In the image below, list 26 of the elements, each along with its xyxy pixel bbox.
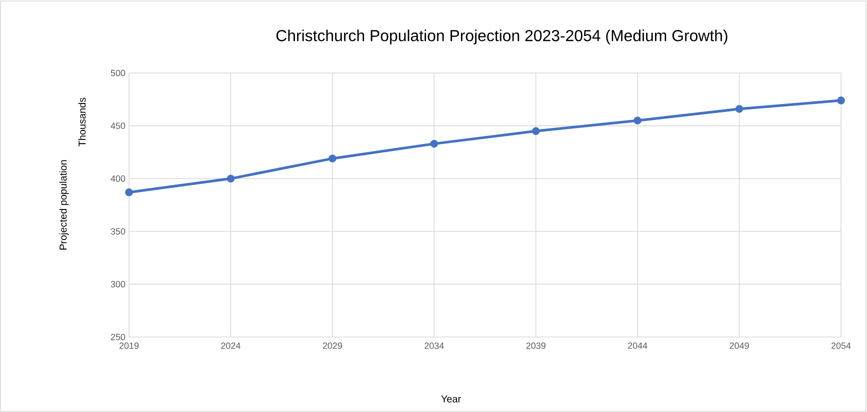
x-tick-label: 2054	[831, 342, 851, 349]
x-tick-label: 2049	[730, 342, 749, 349]
text: Thousands	[78, 98, 86, 146]
y-tick-label: 500	[110, 70, 126, 76]
x-tick-label: 2019	[119, 342, 139, 349]
point	[532, 127, 540, 135]
point	[430, 140, 438, 148]
x-tick-label: 2039	[526, 342, 546, 349]
y-tick-label: 400	[110, 175, 126, 182]
x-tick-label: 2044	[628, 342, 648, 349]
x-axis-title: Year	[441, 396, 461, 402]
point	[226, 174, 235, 182]
y-tick-label: 350	[110, 228, 126, 235]
point	[125, 188, 133, 196]
chart-title: Christchurch Population Projection 2023-2054 (Medium Growth)	[276, 30, 728, 44]
x-tick-label: 2034	[424, 342, 444, 349]
y-tick-label: 300	[110, 281, 126, 288]
point	[634, 116, 642, 124]
x-tick-label: 2029	[322, 342, 342, 349]
x-tick-label: 2024	[221, 342, 240, 349]
y-axis-title: Projected population	[59, 160, 69, 250]
y-tick-label: 250	[110, 334, 126, 340]
point	[328, 154, 336, 162]
point	[837, 96, 845, 104]
point	[735, 105, 744, 113]
y-tick-label: 450	[110, 122, 126, 129]
